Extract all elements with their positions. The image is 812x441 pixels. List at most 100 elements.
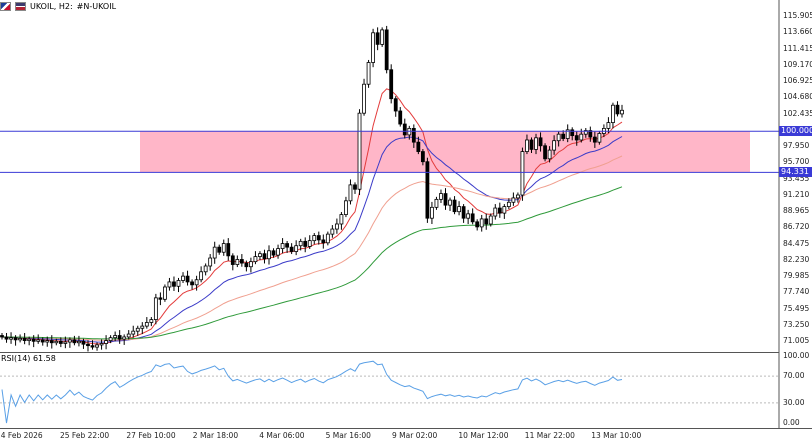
candle-body [579,133,584,141]
candle-body [502,206,507,214]
price-tick-label: 115.905 [783,11,812,21]
rsi-tick-label: 70.00 [783,371,805,381]
candle-body [606,122,611,129]
candle-body [140,325,145,329]
price-tick-label: 77.740 [783,287,810,297]
candle-body [212,246,217,259]
price-tick-label: 111.415 [783,43,812,53]
candle-body [221,243,226,253]
time-tick-label: 10 Mar 12:00 [458,431,509,440]
candle-body [366,62,371,85]
candle-body [597,133,602,143]
candle-body [611,104,615,123]
candle-body [244,262,249,268]
price-tick-label: 79.985 [783,271,810,281]
level-lower-price-tag[interactable]: 94.331 [779,167,812,178]
price-tick-label: 71.005 [783,336,810,346]
candle-body [466,213,471,219]
candle-body [108,337,113,341]
candle-body [620,109,624,115]
price-tick-label: 75.495 [783,303,810,313]
candle-body [615,104,620,115]
candle-body [122,336,127,340]
candle-body [27,338,32,341]
candle-body [217,246,222,253]
candle-body [13,337,18,341]
us-flag-icon [15,1,26,11]
candle-body [506,201,511,208]
candle-body [86,343,90,347]
candle-body [249,261,253,268]
candle-body [425,161,430,219]
candle-body [194,279,199,286]
candle-body [470,213,475,223]
price-tick-label: 104.680 [783,92,812,102]
candle-body [520,151,525,196]
candle-body [294,245,299,252]
ma-slow-line [1,155,623,341]
moving-averages-layer [1,88,623,345]
candle-body [411,127,416,143]
level-upper-price-tag[interactable]: 100.000 [779,126,812,137]
candle-body [583,130,588,135]
time-tick-label: 11 Mar 22:00 [524,431,575,440]
candle-body [203,265,208,273]
supply-zone [140,131,750,173]
candle-body [488,215,493,225]
rsi-layer [0,360,779,424]
ma-fast-line [1,88,623,345]
candle-body [40,339,45,343]
candle-body [588,130,593,138]
rsi-line [1,360,623,424]
candle-body [321,239,326,244]
price-tick-label: 93.455 [783,173,810,183]
candle-body [443,193,448,206]
candle-body [267,250,271,260]
candle-body [430,206,434,219]
price-tick-label: 73.250 [783,320,810,329]
candle-body [393,98,398,112]
candle-body [375,32,380,45]
candle-body [402,123,407,136]
candle-body [81,340,86,345]
candle-body [516,194,520,199]
candle-body [416,141,421,152]
candle-body [538,137,543,147]
candle-body [534,137,538,150]
candle-body [511,197,516,203]
candle-body [22,338,27,341]
candle-body [574,135,579,141]
price-tick-label: 91.210 [783,189,810,199]
candle-body [63,341,68,344]
price-tick-label: 102.435 [783,108,812,118]
candle-body [312,235,317,242]
candle-body [49,340,54,344]
candle-body [348,184,353,202]
time-tick-label: 9 Mar 02:00 [392,431,438,440]
candle-body [18,338,23,341]
symbol-title: UKOIL, H2: [30,1,73,11]
price-tick-label: 113.660 [783,27,812,37]
candle-body [452,199,457,213]
candle-body [176,280,181,287]
candle-body [45,340,50,343]
candle-body [230,255,235,265]
candle-body [208,257,213,267]
candle-body [484,218,489,225]
candle-body [380,29,385,45]
candle-body [561,133,566,139]
candle-body [439,193,443,200]
candle-body [303,240,308,247]
candle-body [556,133,561,142]
candle-body [334,223,339,230]
candle-body [570,129,575,137]
candle-body [58,340,63,344]
candle-body [163,286,167,300]
candle-body [330,228,335,235]
symbol-subtitle: #N-UKOIL [76,1,117,11]
candle-body [4,336,9,340]
candle-body [99,343,104,346]
price-tick-label: 109.170 [783,59,812,69]
